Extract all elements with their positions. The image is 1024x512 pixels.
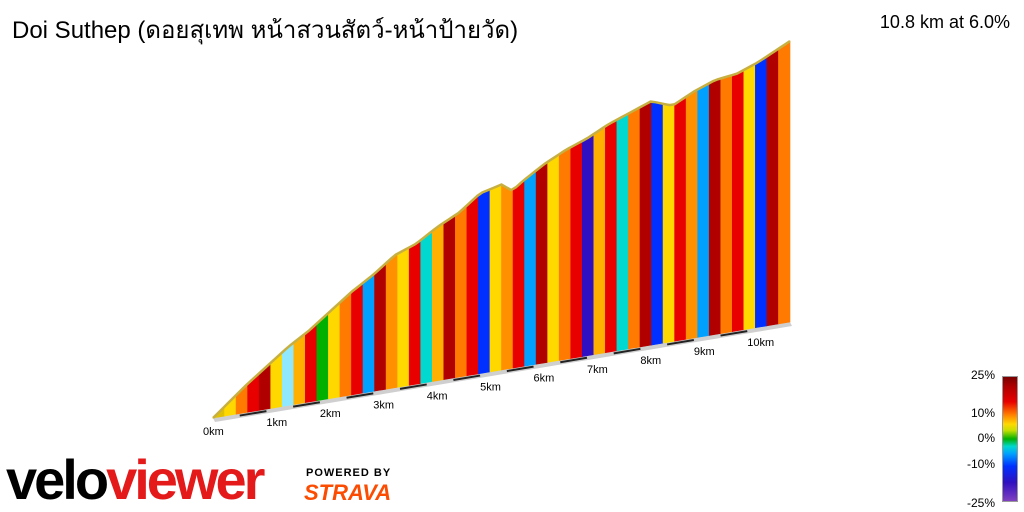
gradient-segment [581, 133, 595, 357]
gradient-segment [293, 332, 306, 405]
gradient-segment [743, 63, 756, 331]
x-tick-label: 10km [747, 337, 774, 349]
gradient-segment [593, 125, 606, 355]
gradient-segment [512, 178, 525, 369]
legend-label-low: -10% [966, 457, 995, 471]
gradient-segment [455, 204, 468, 379]
km-marker-segment [720, 330, 748, 337]
strava-logo[interactable]: STRAVA [304, 480, 392, 505]
gradient-segment [697, 82, 710, 338]
km-marker-segment [666, 339, 694, 346]
x-tick-label: 6km [534, 373, 555, 385]
km-marker-segment [346, 392, 374, 399]
gradient-segment [662, 103, 675, 344]
legend-label-zero: 0% [977, 431, 995, 445]
gradient-segment [639, 100, 652, 348]
veloviewer-logo[interactable]: veloviewer [6, 448, 265, 512]
gradient-segment [708, 77, 722, 336]
x-tick-label: 8km [640, 355, 661, 367]
gradient-segment [374, 262, 387, 392]
gradient-segment [385, 253, 398, 390]
profile-base [213, 322, 792, 422]
x-tick-label: 7km [587, 364, 608, 376]
gradient-segment [489, 184, 502, 373]
gradient-legend-bar [1002, 376, 1018, 502]
logo-viewer: viewer [106, 448, 265, 511]
gradient-segment [674, 96, 687, 342]
route-summary: 10.8 km at 6.0% [879, 12, 1010, 32]
gradient-segment [258, 362, 272, 411]
gradient-segment [524, 169, 537, 367]
gradient-segment [362, 272, 375, 394]
logo-velo: velo [6, 448, 109, 511]
gradient-segment [766, 48, 779, 327]
gradient-segment [605, 119, 618, 354]
x-tick-label: 5km [480, 382, 501, 394]
gradient-segment [420, 230, 433, 384]
powered-by-label: POWERED BY [306, 467, 392, 479]
x-tick-label: 4km [427, 390, 448, 402]
gradient-segment [651, 101, 664, 346]
x-tick-label: 9km [694, 346, 715, 358]
gradient-segment [685, 88, 698, 340]
gradient-segment [351, 282, 364, 396]
km-marker-segment [453, 374, 481, 381]
gradient-segment [466, 194, 479, 377]
legend-label-min: -25% [966, 496, 995, 510]
gradient-segment [547, 153, 560, 363]
gradient-segment [731, 69, 745, 332]
gradient-segment [328, 301, 341, 400]
gradient-segment [778, 40, 791, 325]
km-marker-segment [399, 383, 427, 390]
km-marker-segment [239, 410, 267, 417]
profile-ridge-line [212, 40, 791, 419]
x-tick-label: 2km [320, 408, 341, 420]
chart-title: Doi Suthep (ดอยสุเทพ หน้าสวนสัตว์-หน้าป้… [12, 17, 519, 44]
km-marker-segment [292, 401, 321, 408]
x-tick-label: 0km [203, 426, 224, 438]
gradient-segment [305, 322, 318, 403]
gradient-segment [316, 312, 329, 402]
km-marker-segment [560, 356, 588, 364]
gradient-segment [628, 106, 641, 350]
gradient-segment [339, 291, 352, 398]
km-marker-segment [613, 347, 641, 355]
gradient-segment [720, 74, 733, 334]
x-tick-label: 1km [266, 417, 287, 429]
gradient-segment [431, 222, 445, 382]
gradient-segment [397, 246, 410, 388]
gradient-segment [408, 239, 422, 386]
legend-label-max: 25% [970, 368, 995, 382]
x-tick-label: 3km [373, 399, 394, 411]
gradient-segment [535, 161, 548, 365]
gradient-segment [501, 184, 514, 371]
gradient-segment [478, 188, 491, 375]
gradient-segment [570, 140, 583, 359]
gradient-segment [558, 146, 572, 361]
gradient-segment [616, 113, 629, 352]
gradient-segment [755, 55, 768, 329]
legend-label-high: 10% [970, 406, 995, 420]
gradient-segment [443, 214, 456, 380]
km-marker-segment [506, 365, 534, 373]
